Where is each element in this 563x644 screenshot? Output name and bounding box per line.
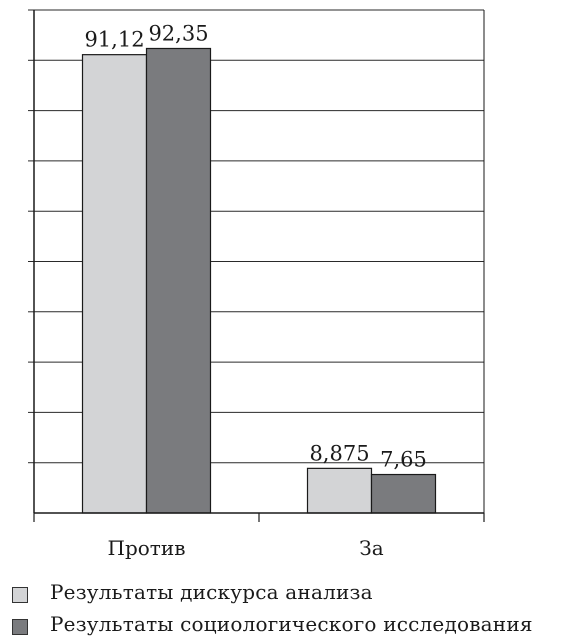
data-label-1-0: 8,875 xyxy=(309,441,369,465)
x-tick-label-1: За xyxy=(359,536,383,560)
data-label-1-1: 7,65 xyxy=(380,448,427,472)
data-labels: 91,12 92,35 8,875 7,65 xyxy=(84,21,426,471)
bar-1-1 xyxy=(370,473,437,514)
bar-0-1 xyxy=(145,47,212,514)
legend-item-sociology: Результаты социологического исследования xyxy=(10,612,560,644)
legend-swatch-discourse xyxy=(12,587,28,603)
legend: Результаты дискурса анализа Результаты с… xyxy=(10,580,560,644)
x-tick-label-0: Против xyxy=(108,536,186,560)
legend-item-discourse: Результаты дискурса анализа xyxy=(10,580,560,612)
legend-label-sociology: Результаты социологического исследования xyxy=(50,612,533,636)
bars xyxy=(81,47,437,514)
axes xyxy=(28,9,485,522)
data-label-0-0: 91,12 xyxy=(84,28,144,52)
legend-label-discourse: Результаты дискурса анализа xyxy=(50,580,373,604)
data-label-0-1: 92,35 xyxy=(148,21,208,45)
bar-0-0 xyxy=(81,54,148,514)
bar-1-0 xyxy=(306,467,373,514)
chart: 91,12 92,35 8,875 7,65 Против За xyxy=(28,9,485,560)
legend-swatch-sociology xyxy=(12,619,28,635)
x-tick-labels: Против За xyxy=(108,536,384,560)
